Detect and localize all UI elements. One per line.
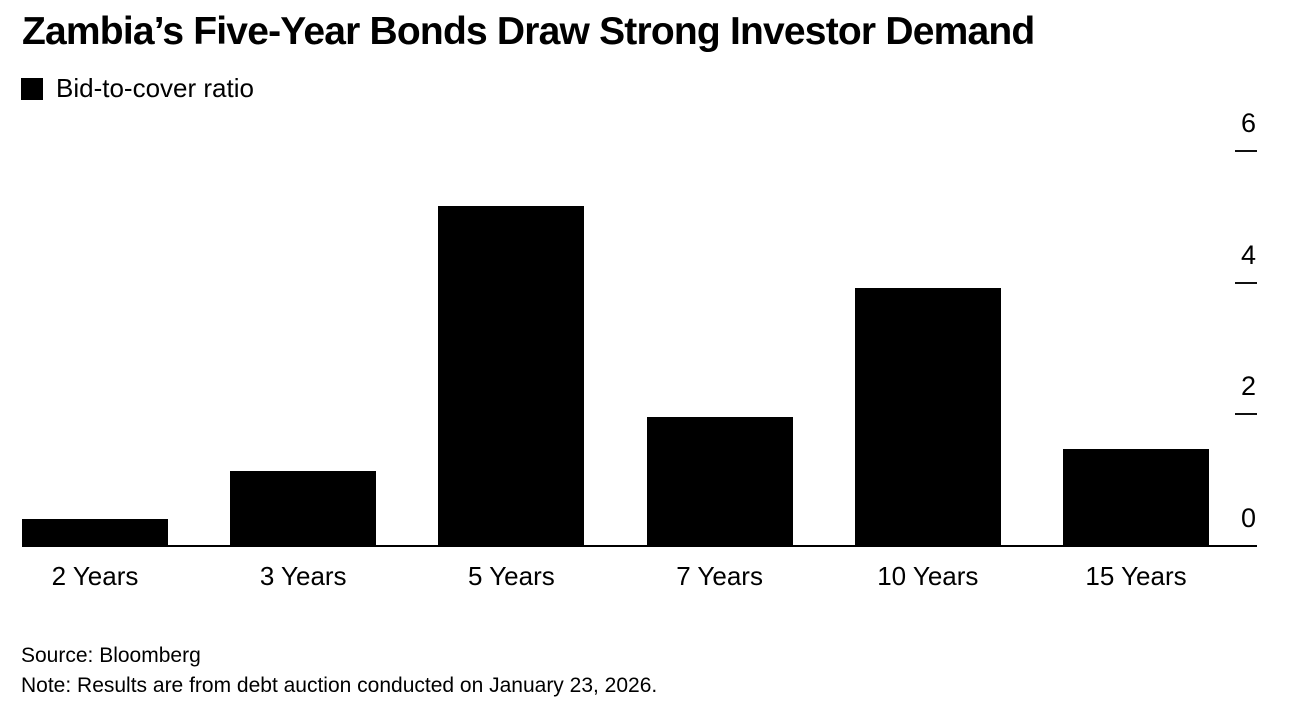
legend-label: Bid-to-cover ratio [56,73,254,103]
y-tick-dash-6 [1235,150,1257,152]
x-tick-label-3-years: 3 Years [259,561,347,591]
y-tick-label-6: 6 [1240,108,1256,138]
note-line: Note: Results are from debt auction cond… [21,673,658,697]
y-tick-dash-2 [1235,413,1257,415]
y-tick-label-4: 4 [1240,239,1256,270]
x-axis-line [22,545,1257,547]
x-tick-label-10-years: 10 Years [877,561,979,591]
y-tick-dash-4 [1235,282,1257,284]
legend-swatch-icon [21,77,43,100]
x-tick-label-15-years: 15 Years [1085,561,1187,591]
plot-area [22,151,1257,546]
source-line: Source: Bloomberg [21,644,201,667]
chart-title: Zambia’s Five-Year Bonds Draw Strong Inv… [22,10,1035,53]
bar-10-years [855,288,1001,546]
legend: Bid-to-cover ratio [21,73,254,104]
bar-5-years [438,206,584,546]
bar-7-years [647,417,793,546]
bar-3-years [230,471,376,546]
y-tick-label-2: 2 [1240,371,1256,402]
bar-15-years [1063,449,1209,546]
bar-2-years [22,519,168,546]
x-tick-label-5-years: 5 Years [468,561,555,591]
x-tick-label-2-years: 2 Years [51,561,139,591]
y-tick-label-0: 0 [1240,503,1256,533]
x-tick-label-7-years: 7 Years [676,561,763,591]
footnote: Source: Bloomberg Note: Results are from… [21,641,657,700]
